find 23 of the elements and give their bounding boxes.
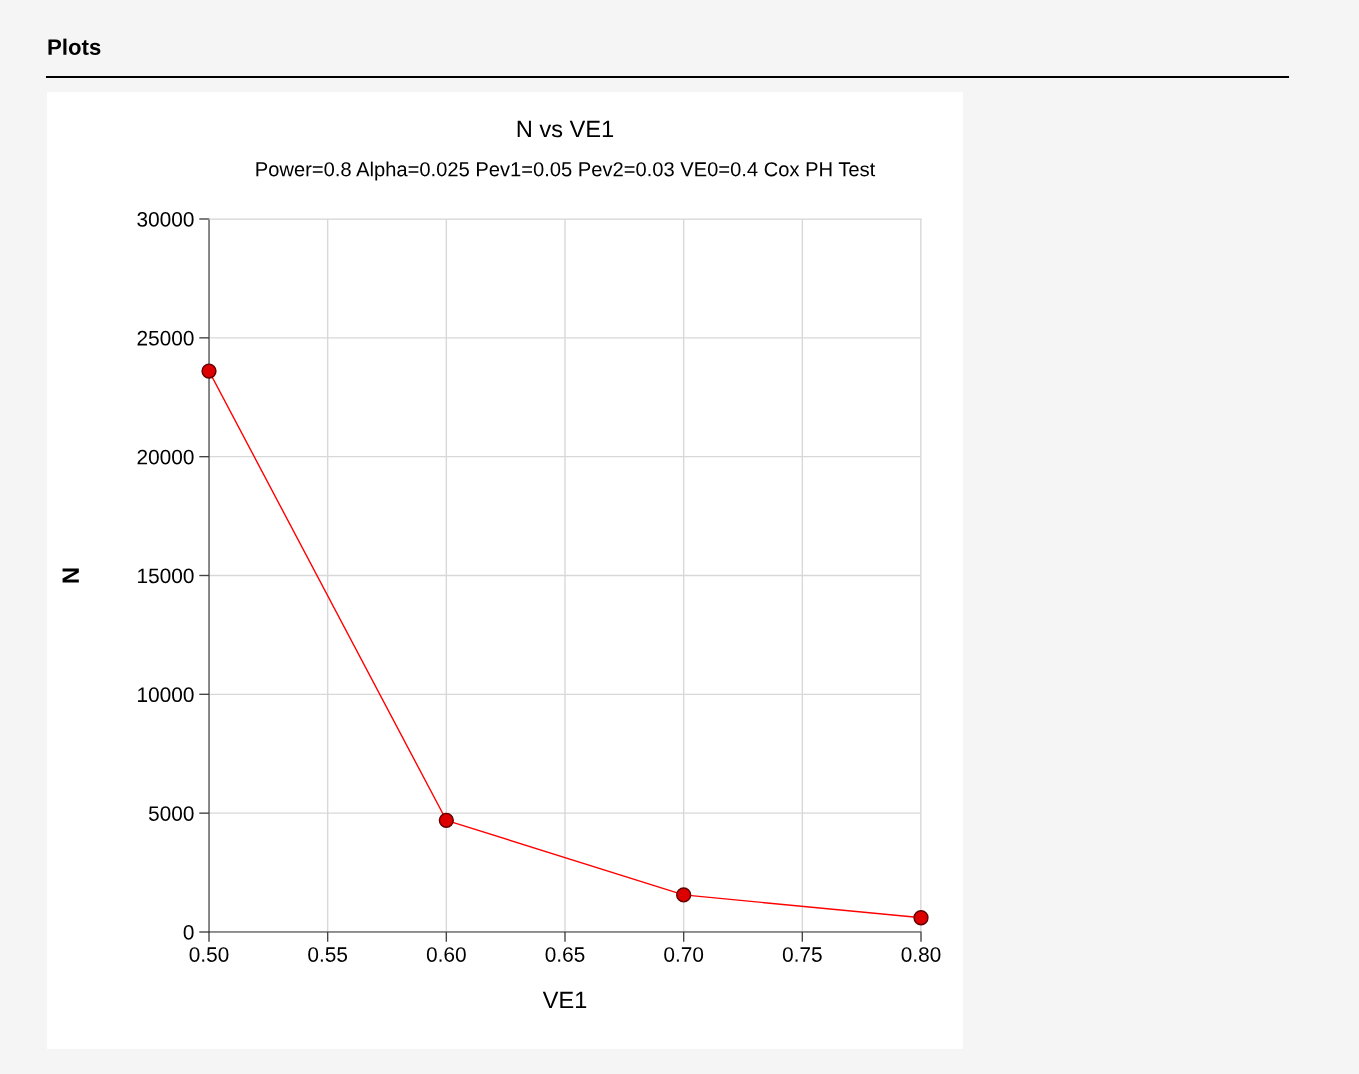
x-tick-label: 0.75 <box>782 947 822 962</box>
y-tick-label: 10000 <box>138 687 194 703</box>
x-tick-label: 0.55 <box>308 947 348 962</box>
point <box>676 887 692 903</box>
x-tick-label: 0.60 <box>426 947 466 962</box>
y-axis-title: N <box>62 568 79 583</box>
text: Plots <box>48 38 101 55</box>
point <box>201 363 217 379</box>
point <box>913 910 929 926</box>
y-tick-label: 20000 <box>137 449 194 465</box>
y-tick-label: 30000 <box>137 212 194 227</box>
x-tick-label: 0.80 <box>901 947 941 962</box>
chart-title: N vs VE1 <box>517 120 614 138</box>
y-tick-label: 5000 <box>148 806 194 821</box>
y-tick-label: 25000 <box>137 330 194 346</box>
x-tick-label: 0.65 <box>545 947 585 962</box>
y-tick-label: 15000 <box>138 568 194 584</box>
y-tick-label: 0 <box>183 925 194 940</box>
x-tick-label: 0.70 <box>664 947 704 962</box>
x-tick-label: 0.50 <box>189 947 229 962</box>
chart-subtitle: Power=0.8 Alpha=0.025 Pev1=0.05 Pev2=0.03 VE0=0.4 Cox PH Test <box>256 161 876 181</box>
point <box>438 812 454 828</box>
x-axis-title: VE1 <box>542 991 587 1009</box>
